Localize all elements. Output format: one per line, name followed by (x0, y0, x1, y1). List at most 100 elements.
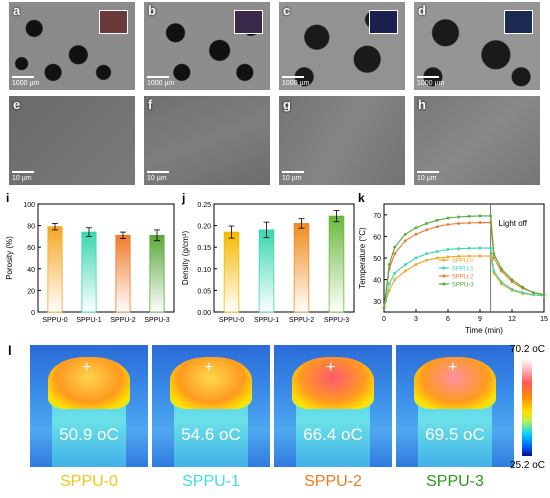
x-tick-label: 9 (478, 316, 482, 323)
scale-label: 1000 µm (12, 80, 40, 87)
x-tick-label: SPPU-2 (110, 317, 135, 324)
panel-label: g (283, 97, 291, 112)
y-tick-label: 0.25 (197, 202, 211, 209)
temperature-line-chart: k 30 40 50 60 70 0 3 6 9 12 15 Time (min) Temperature… (358, 191, 548, 335)
y-tick-label: 0.05 (197, 288, 211, 295)
series-point (492, 252, 496, 256)
y-axis-label: Density (g/cm³) (181, 231, 190, 286)
series-point (531, 291, 535, 294)
series-point (387, 289, 391, 292)
series-point (425, 252, 429, 256)
bar (149, 234, 165, 313)
series-point (457, 247, 461, 251)
scale-label: 10 µm (147, 175, 167, 182)
ir-label-sppu-3: SPPU-3 (426, 473, 484, 490)
y-tick-label: 0.00 (197, 310, 211, 317)
bar (328, 215, 345, 313)
series-point (403, 263, 407, 266)
series-point (499, 280, 503, 284)
y-tick-label: 50 (373, 256, 381, 263)
hot-spot (48, 357, 130, 409)
legend-marker (442, 266, 446, 270)
temperature-readout: 50.9 oC (59, 425, 119, 444)
x-tick-label: SPPU-3 (324, 317, 349, 324)
series-point (467, 214, 471, 218)
temperature-colorbar (522, 358, 532, 456)
legend-label: SPPU-3 (452, 283, 474, 289)
panel-label: f (148, 97, 153, 112)
series-point (457, 222, 461, 225)
series-point (425, 222, 429, 225)
bar (81, 231, 97, 313)
series-point (542, 293, 546, 297)
sem-surface-image (9, 96, 135, 185)
plot-frame (37, 203, 175, 313)
legend-marker (442, 282, 446, 286)
sem-panel-f: f 10 µm (144, 96, 270, 185)
panel-label: d (418, 3, 426, 18)
series-point (403, 232, 407, 236)
x-tick-label: SPPU-3 (144, 317, 169, 324)
series-point (393, 252, 397, 256)
panel-label: b (148, 3, 156, 18)
sem-panel-e: e 10 µm (9, 96, 135, 185)
series-point (425, 258, 429, 262)
series-point (492, 256, 496, 260)
series-point (499, 267, 503, 271)
bar (223, 231, 240, 313)
y-tick-label: 80 (27, 224, 35, 231)
series-point (387, 282, 391, 286)
colorbar-max-label: 70.2 oC (510, 344, 546, 355)
legend-label: SPPU-0 (452, 259, 474, 265)
series-point (521, 285, 525, 289)
series-point (521, 291, 525, 294)
y-axis-label: Porosity (%) (5, 236, 14, 280)
y-tick-label: 0.10 (197, 267, 211, 274)
ir-image-sppu-0: +50.9 oC (30, 345, 148, 467)
y-tick-label: 70 (373, 213, 381, 220)
scale-bar (417, 76, 439, 78)
y-tick-label: 0.20 (197, 224, 211, 231)
scale-label: 10 µm (12, 175, 32, 182)
x-tick-label: 6 (446, 316, 450, 323)
y-tick-label: 30 (373, 299, 381, 306)
scale-label: 10 µm (417, 175, 437, 182)
sample-photo-inset (234, 10, 263, 34)
x-tick-label: SPPU-2 (289, 317, 314, 324)
x-tick-label: SPPU-1 (76, 317, 101, 324)
series-point (387, 263, 391, 266)
series-point (435, 256, 439, 260)
series-point (510, 287, 514, 291)
panel-label: c (283, 3, 291, 18)
bar (47, 226, 63, 313)
x-tick-label: 15 (540, 316, 548, 323)
scale-bar (12, 171, 34, 173)
sem-panel-d: d 1000 µm (414, 2, 540, 90)
ir-label-sppu-0: SPPU-0 (60, 473, 118, 490)
x-tick-label: SPPU-0 (42, 317, 67, 324)
series-point (446, 247, 450, 251)
series-point (489, 214, 493, 218)
series-line-sppu-3 (383, 215, 545, 308)
series-point (492, 269, 496, 273)
series-point (467, 246, 471, 250)
series-point (467, 254, 471, 258)
panel-label: a (13, 3, 21, 18)
series-point (446, 216, 450, 220)
crosshair-marker: + (448, 359, 458, 376)
sem-surface-image (279, 96, 405, 185)
porosity-bar-chart: i 0 20 40 60 80 100 Porosity (%) SPPU-0 SPPU-1 SPP… (5, 191, 175, 324)
y-tick-label: 20 (27, 288, 35, 295)
hot-spot (414, 357, 496, 409)
legend-label: SPPU-2 (452, 275, 474, 281)
y-tick-label: 0 (31, 310, 35, 317)
series-point (457, 215, 461, 219)
temperature-readout: 69.5 oC (425, 425, 485, 444)
sem-panel-a: a 1000 µm (9, 2, 135, 90)
series-point (531, 293, 535, 297)
series-point (446, 255, 450, 259)
series-point (435, 225, 439, 229)
series-point (478, 214, 482, 218)
series-line-sppu-1 (383, 247, 545, 308)
